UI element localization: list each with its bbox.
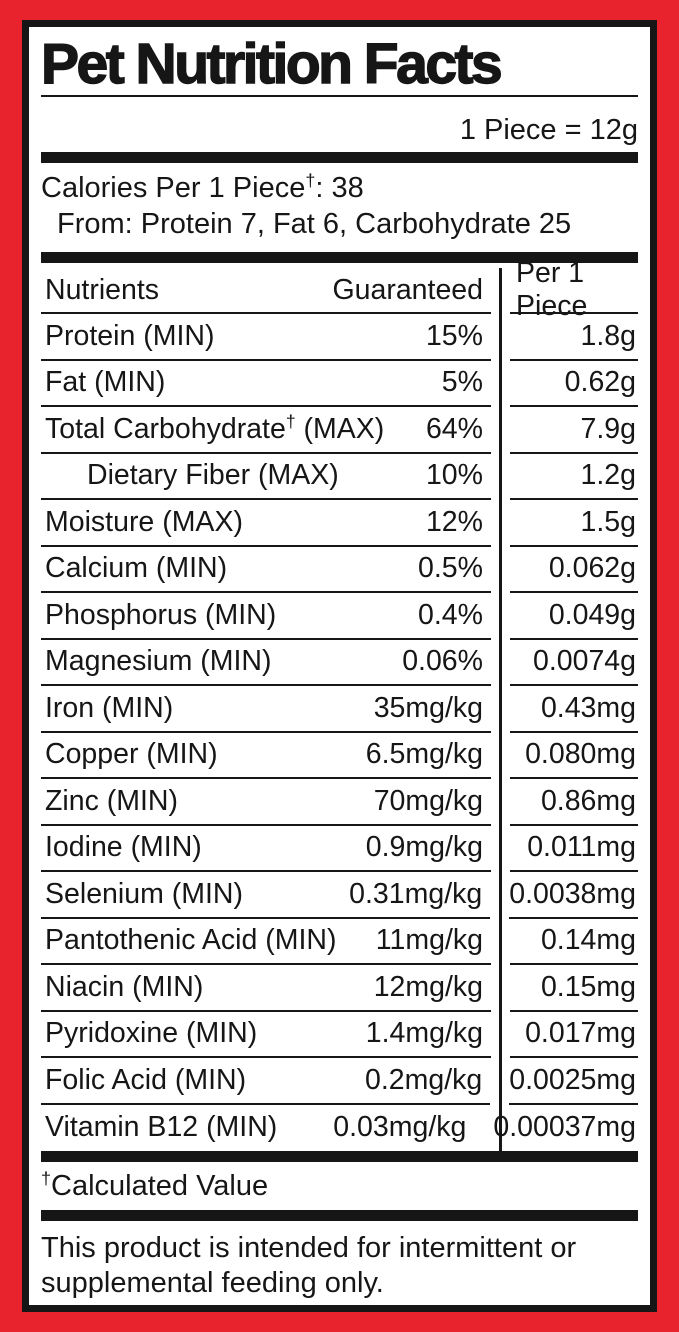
per-piece-value: 0.00037mg	[493, 1111, 636, 1144]
calories-from-line: From: Protein 7, Fat 6, Carbohydrate 25	[57, 208, 572, 240]
table-row: Magnesium (MIN) 0.06% 0.0074g	[41, 640, 638, 686]
per-piece-value: 1.8g	[580, 319, 636, 352]
separator-bar-below-table	[41, 1151, 638, 1162]
per-piece-value: 0.43mg	[540, 691, 636, 724]
per-piece-value: 0.15mg	[540, 970, 636, 1003]
column-header-per-piece: Per 1 Piece	[516, 257, 588, 322]
per-piece-value: 0.0074g	[532, 645, 636, 678]
feeding-disclaimer-line1: This product is intended for intermitten…	[41, 1232, 577, 1264]
per-piece-value: 0.62g	[564, 366, 636, 399]
table-row: Pyridoxine (MIN) 1.4mg/kg 0.017mg	[41, 1012, 638, 1058]
nutrient-name: Pyridoxine (MIN)	[45, 1017, 258, 1050]
nutrient-name: Dietary Fiber (MAX)	[87, 459, 339, 492]
guaranteed-value: 10%	[425, 459, 483, 492]
guaranteed-value: 0.03mg/kg	[333, 1111, 467, 1144]
column-header-nutrients: Nutrients	[45, 273, 160, 306]
guaranteed-value: 5%	[441, 366, 483, 399]
nutrient-name: Pantothenic Acid (MIN)	[45, 924, 337, 957]
per-piece-value: 0.0025mg	[509, 1063, 636, 1096]
per-piece-value: 0.062g	[548, 552, 636, 585]
nutrient-name: Copper (MIN)	[45, 738, 218, 771]
table-row: Fat (MIN) 5% 0.62g	[41, 361, 638, 407]
table-row: Selenium (MIN) 0.31mg/kg 0.0038mg	[41, 872, 638, 919]
serving-size-note: 1 Piece = 12g	[459, 114, 638, 146]
guaranteed-value: 11mg/kg	[375, 924, 483, 957]
per-piece-value: 0.017mg	[525, 1017, 636, 1050]
per-piece-value: 0.049g	[548, 598, 636, 631]
table-row: Calcium (MIN) 0.5% 0.062g	[41, 547, 638, 593]
separator-bar-top	[41, 152, 638, 163]
guaranteed-value: 12mg/kg	[373, 970, 483, 1003]
table-header-row: Nutrients Guaranteed Per 1 Piece	[41, 257, 638, 322]
table-row: Phosphorus (MIN) 0.4% 0.049g	[41, 593, 638, 640]
guaranteed-value: 70mg/kg	[373, 784, 483, 817]
column-divider-line	[499, 268, 502, 1151]
column-header-guaranteed: Guaranteed	[332, 273, 483, 306]
table-row: Total Carbohydrate† (MAX) 64% 7.9g	[41, 407, 638, 454]
nutrient-name: Total Carbohydrate† (MAX)	[45, 411, 385, 445]
per-piece-value: 0.14mg	[540, 924, 636, 957]
table-row: Niacin (MIN) 12mg/kg 0.15mg	[41, 965, 638, 1012]
table-row: Vitamin B12 (MIN) 0.03mg/kg 0.00037mg	[41, 1105, 638, 1152]
nutrient-name: Fat (MIN)	[45, 366, 166, 399]
table-row: Copper (MIN) 6.5mg/kg 0.080mg	[41, 733, 638, 779]
per-piece-value: 1.2g	[580, 459, 636, 492]
guaranteed-value: 0.4%	[418, 598, 483, 631]
guaranteed-value: 35mg/kg	[373, 691, 483, 724]
separator-bar-above-table	[41, 252, 638, 263]
calculated-value-footnote: †Calculated Value	[41, 1168, 269, 1202]
nutrient-name: Folic Acid (MIN)	[45, 1063, 247, 1096]
per-piece-value: 0.86mg	[540, 784, 636, 817]
separator-bar-bottom	[41, 1210, 638, 1221]
table-row: Zinc (MIN) 70mg/kg 0.86mg	[41, 779, 638, 826]
per-piece-value: 0.080mg	[525, 738, 636, 771]
table-row: Iodine (MIN) 0.9mg/kg 0.011mg	[41, 826, 638, 872]
feeding-disclaimer-line2: supplemental feeding only.	[41, 1267, 384, 1299]
page-title: Pet Nutrition Facts	[40, 32, 503, 96]
nutrient-name: Phosphorus (MIN)	[45, 598, 277, 631]
title-underline	[41, 95, 638, 97]
nutrient-name: Iodine (MIN)	[45, 831, 202, 864]
nutrient-name: Calcium (MIN)	[45, 552, 228, 585]
nutrient-name: Zinc (MIN)	[45, 784, 178, 817]
nutrient-name: Niacin (MIN)	[45, 970, 204, 1003]
nutrient-name: Moisture (MAX)	[45, 505, 243, 538]
nutrient-name: Protein (MIN)	[45, 319, 215, 352]
feeding-disclaimer: This product is intended for intermitten…	[41, 1231, 638, 1301]
nutrient-name: Selenium (MIN)	[45, 877, 243, 910]
table-row: Iron (MIN) 35mg/kg 0.43mg	[41, 686, 638, 733]
table-row: Protein (MIN) 15% 1.8g	[41, 314, 638, 361]
nutrients-table: Nutrients Guaranteed Per 1 Piece Protein…	[41, 257, 638, 1151]
guaranteed-value: 0.9mg/kg	[365, 831, 483, 864]
calories-line: Calories Per 1 Piece†: 38	[41, 170, 364, 204]
nutrient-name: Iron (MIN)	[45, 691, 174, 724]
table-row: Moisture (MAX) 12% 1.5g	[41, 500, 638, 547]
guaranteed-value: 1.4mg/kg	[365, 1017, 483, 1050]
nutrient-name: Magnesium (MIN)	[45, 645, 272, 678]
table-row: Pantothenic Acid (MIN) 11mg/kg 0.14mg	[41, 919, 638, 965]
per-piece-value: 0.0038mg	[509, 877, 636, 910]
guaranteed-value: 15%	[425, 319, 483, 352]
nutrition-panel: Pet Nutrition Facts 1 Piece = 12g Calori…	[22, 20, 657, 1312]
table-row: Folic Acid (MIN) 0.2mg/kg 0.0025mg	[41, 1058, 638, 1105]
nutrient-name: Vitamin B12 (MIN)	[45, 1111, 278, 1144]
guaranteed-value: 0.31mg/kg	[349, 877, 483, 910]
table-body: Protein (MIN) 15% 1.8g Fat (MIN) 5% 0.62…	[41, 314, 638, 1151]
per-piece-value: 0.011mg	[527, 831, 636, 864]
guaranteed-value: 12%	[425, 505, 483, 538]
guaranteed-value: 64%	[425, 412, 483, 445]
per-piece-value: 1.5g	[580, 505, 636, 538]
guaranteed-value: 6.5mg/kg	[365, 738, 483, 771]
guaranteed-value: 0.06%	[402, 645, 483, 678]
per-piece-value: 7.9g	[580, 412, 636, 445]
guaranteed-value: 0.5%	[418, 552, 483, 585]
guaranteed-value: 0.2mg/kg	[365, 1063, 483, 1096]
table-row: Dietary Fiber (MAX) 10% 1.2g	[41, 454, 638, 500]
